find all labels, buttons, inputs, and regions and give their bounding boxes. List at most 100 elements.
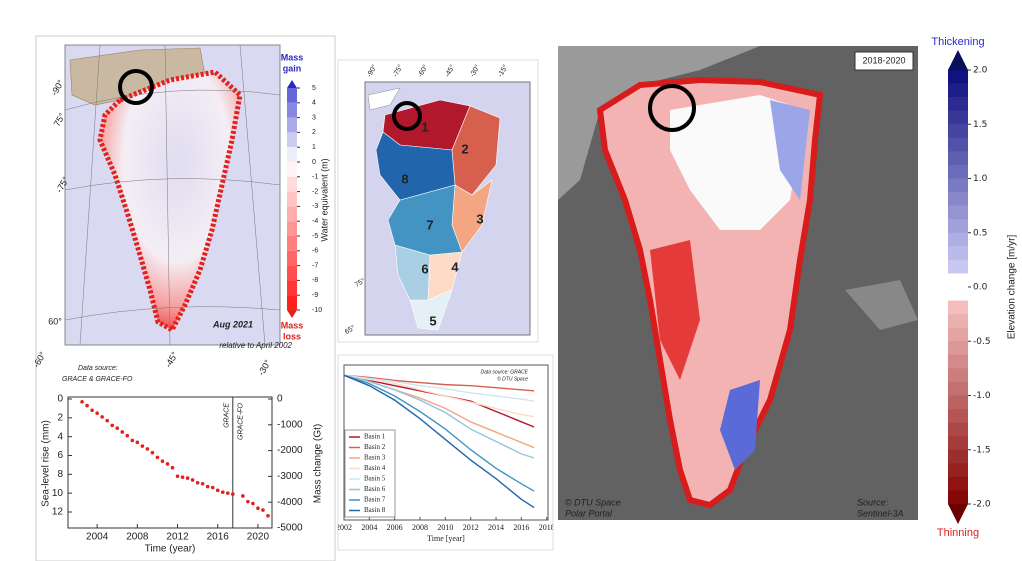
- colorbar-tick-label: 2.0: [973, 66, 988, 76]
- colorbar-cell: [948, 354, 968, 369]
- colorbar-axis-label: Elevation change [m/yr]: [1007, 235, 1018, 340]
- colorbar-tick-label: -2.0: [973, 500, 991, 510]
- basin-label: 1: [421, 119, 428, 134]
- colorbar-cell: [287, 221, 297, 236]
- colorbar-cell: [948, 232, 968, 247]
- data-point: [170, 465, 175, 470]
- colorbar-cell: [948, 368, 968, 383]
- data-point: [165, 462, 170, 466]
- y2-tick-label: -1000: [277, 419, 303, 430]
- grace-series: 2004 2008 2012 2016 2020 0 2 4 6 8 10 12 0 -1000 -2000…: [41, 394, 324, 555]
- chart-source: Data source: GRACE: [480, 369, 528, 375]
- y-tick-label: 8: [57, 469, 63, 480]
- source: Sentinel-3A: [857, 508, 904, 518]
- colorbar-cell: [287, 236, 297, 251]
- data-point: [110, 423, 115, 428]
- gain-label: gain: [283, 63, 302, 73]
- data-point: [95, 411, 99, 415]
- data-point: [80, 400, 84, 404]
- colorbar-tick-label: 1: [312, 144, 316, 151]
- thickening-area: [720, 380, 760, 470]
- colorbar-cell: [948, 83, 968, 98]
- map-date: Aug 2021: [212, 319, 253, 329]
- data-point: [180, 475, 185, 479]
- data-point: [175, 474, 180, 479]
- loss-label: loss: [283, 331, 301, 341]
- data-point: [105, 418, 109, 423]
- x-tick-label: 2018: [539, 523, 555, 532]
- basin: [375, 131, 456, 201]
- x-tick-label: 2020: [247, 532, 270, 543]
- colorbar-cell: [948, 192, 968, 206]
- data-point: [85, 403, 89, 408]
- legend-label: Basin 2: [364, 443, 386, 451]
- colorbar-cell: [948, 449, 968, 464]
- data-point: [231, 492, 235, 496]
- data-point: [140, 444, 145, 448]
- legend-label: Basin 1: [364, 433, 386, 441]
- colorbar-tick-label: -1.0: [973, 391, 991, 401]
- colorbar-tick-label: 1.0: [973, 174, 988, 184]
- x-tick-label: 2016: [207, 532, 230, 543]
- series-line: [343, 374, 535, 492]
- greenland-mass: [97, 69, 243, 334]
- colorbar-cell: [948, 97, 968, 111]
- data-point: [190, 478, 195, 482]
- data-point: [261, 508, 265, 512]
- land: [845, 280, 918, 330]
- data-point: [160, 459, 165, 463]
- colorbar-cell: [948, 178, 968, 193]
- basin-label: 8: [401, 171, 408, 186]
- colorbar-cell: [948, 219, 968, 234]
- basin-label: 5: [429, 313, 436, 328]
- annotation: GRACE: [224, 403, 231, 428]
- y2-tick-label: -5000: [277, 523, 303, 534]
- y2-tick-label: -2000: [277, 445, 303, 456]
- data-point: [220, 490, 225, 495]
- colorbar-tick-label: -7: [312, 262, 318, 269]
- annotation: GRACE-FO: [238, 402, 245, 440]
- x-tick-label: 2012: [166, 532, 189, 543]
- land: [558, 46, 760, 200]
- basin-label: 4: [451, 259, 459, 274]
- data-point: [145, 447, 150, 451]
- y-tick-label: 12: [52, 507, 64, 518]
- credit: Polar Portal: [565, 508, 613, 518]
- data-point: [266, 513, 270, 518]
- colorbar-cell: [948, 137, 968, 152]
- data-point: [225, 491, 230, 495]
- data-point: [200, 481, 205, 486]
- colorbar-cell: [287, 265, 297, 281]
- y-tick-label: 6: [57, 450, 63, 461]
- chart-source: © DTU Space: [497, 375, 528, 382]
- plot-frame: [343, 364, 549, 521]
- colorbar-end: [948, 50, 968, 70]
- legend-label: Basin 6: [364, 485, 386, 493]
- colorbar-cell: [287, 176, 297, 192]
- series-line: [343, 374, 535, 392]
- data-point: [185, 476, 190, 480]
- colorbar-tick-label: -0.5: [973, 337, 991, 347]
- data-point: [246, 499, 250, 504]
- series-line: [343, 374, 535, 509]
- series-line: [343, 374, 535, 402]
- colorbar-cell: [948, 300, 968, 315]
- y2-tick-label: 0: [277, 394, 283, 405]
- x-tick-label: 2014: [488, 523, 504, 532]
- colorbar-cell: [287, 206, 297, 222]
- legend-label: Basin 7: [364, 496, 386, 504]
- data-point: [195, 481, 200, 485]
- colorbar-tick-label: -10: [312, 307, 322, 314]
- data-point: [150, 450, 155, 455]
- colorbar-cell: [948, 70, 968, 84]
- y2-axis-label: Mass change (Gt): [313, 424, 324, 503]
- plot-frame: [67, 396, 273, 529]
- colorbar-cell: [948, 476, 968, 491]
- data-point: [205, 484, 210, 489]
- y-axis-label: Sea-level rise (mm): [41, 420, 52, 507]
- colorbar-cell: [948, 463, 968, 478]
- data-point: [90, 408, 94, 413]
